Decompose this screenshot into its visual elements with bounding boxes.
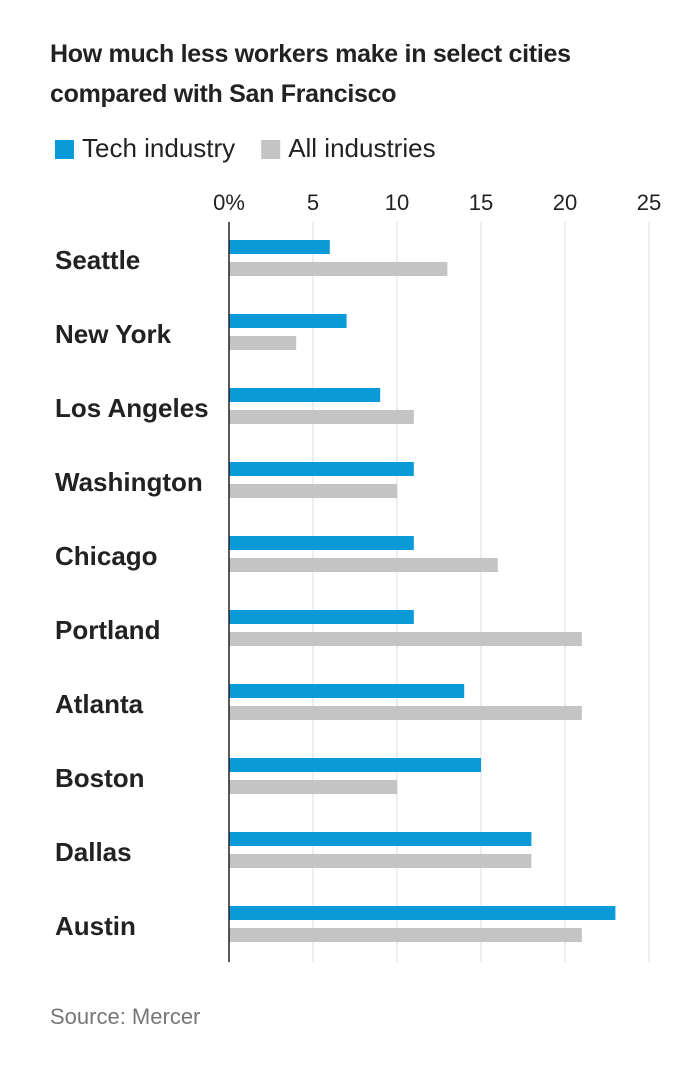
bar (229, 906, 616, 920)
bar (229, 462, 414, 476)
bar (229, 684, 465, 698)
bar (229, 336, 297, 350)
legend-label: All industries (288, 133, 435, 163)
bar (229, 706, 582, 720)
y-tick-label: Austin (55, 911, 136, 941)
x-tick-label: 0% (213, 190, 245, 215)
y-tick-label: Seattle (55, 245, 140, 275)
bar (229, 610, 414, 624)
bar (229, 558, 498, 572)
bar (229, 240, 330, 254)
y-tick-label: Chicago (55, 541, 158, 571)
y-tick-label: Atlanta (55, 689, 144, 719)
legend-swatch (55, 140, 74, 159)
legend-swatch (261, 140, 281, 159)
bar (229, 758, 481, 772)
bar (229, 262, 448, 276)
bar (229, 780, 397, 794)
source: Source: Mercer (50, 1004, 200, 1029)
y-tick-label: Portland (55, 615, 160, 645)
legend-label: Tech industry (82, 133, 235, 163)
y-tick-label: New York (55, 319, 172, 349)
bar (229, 388, 381, 402)
bar (229, 314, 347, 328)
bar (229, 928, 582, 942)
y-tick-label: Boston (55, 763, 145, 793)
bar (229, 632, 582, 646)
bar (229, 536, 414, 550)
x-tick-label: 15 (469, 190, 493, 215)
bar (229, 484, 397, 498)
x-tick-label: 20 (553, 190, 577, 215)
y-tick-label: Washington (55, 467, 203, 497)
chart-title: How much less workers make in select cit… (50, 40, 571, 108)
bar (229, 832, 532, 846)
y-tick-label: Dallas (55, 837, 132, 867)
bar (229, 410, 414, 424)
x-tick-label: 10 (385, 190, 409, 215)
x-tick-label: 5 (307, 190, 319, 215)
y-tick-label: Los Angeles (55, 393, 209, 423)
x-tick-label: 25 (637, 190, 661, 215)
bar (229, 854, 532, 868)
